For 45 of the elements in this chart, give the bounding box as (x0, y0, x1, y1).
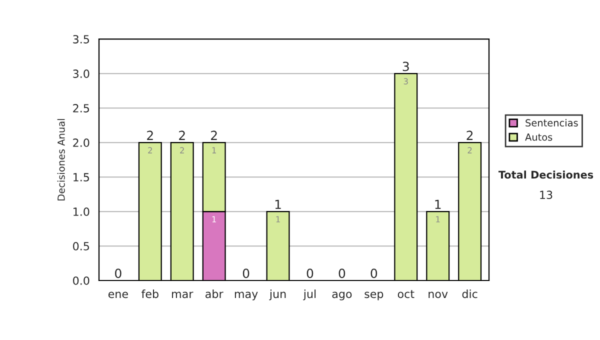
total-label: 2 (466, 130, 473, 140)
data-label: 1 (276, 216, 280, 222)
x-tick-label: jul (303, 290, 316, 300)
y-tick-label: 1.5 (74, 173, 89, 182)
total-label: 0 (370, 268, 378, 278)
data-label: 1 (436, 216, 440, 222)
y-tick-label: 0.5 (73, 242, 89, 250)
legend-label: Autos (525, 134, 552, 141)
x-tick-label: oct (398, 290, 414, 298)
x-tick-label: abr (206, 290, 224, 298)
text: Total Decisiones (498, 170, 594, 179)
x-tick-label: nov (428, 292, 448, 298)
total-label: 1 (275, 200, 281, 209)
x-tick-label: jun (269, 290, 286, 300)
y-axis-title: Decisiones Anual (57, 119, 65, 200)
x-tick-label: dic (462, 290, 478, 298)
x-tick-label: may (234, 292, 258, 300)
y-tick-label: 2.0 (73, 138, 90, 147)
total-label: 0 (338, 268, 346, 278)
y-tick-label: 3.0 (73, 70, 90, 78)
data-label: 3 (404, 78, 408, 84)
y-tick-label: 2.5 (73, 104, 89, 112)
x-tick-label: sep (364, 292, 384, 300)
total-label: 2 (147, 130, 153, 140)
legend-label: Sentencias (526, 118, 578, 127)
x-tick-label: mar (172, 292, 194, 298)
x-tick-label: feb (142, 290, 158, 298)
total-label: 0 (115, 268, 122, 278)
total-label: 0 (242, 268, 250, 278)
y-tick-label: 0.0 (73, 276, 90, 285)
data-label: 2 (148, 147, 152, 154)
y-tick-label: 3.5 (73, 35, 89, 44)
text: 13 (540, 190, 552, 200)
x-tick-label: ene (108, 292, 128, 298)
total-label: 3 (402, 62, 409, 72)
x-tick-label: ago (332, 292, 352, 300)
data-label: 2 (180, 147, 184, 154)
total-label: 0 (306, 268, 314, 278)
data-label: 2 (468, 147, 472, 154)
data-label: 1 (212, 147, 216, 154)
data-label: 1 (212, 216, 216, 222)
total-label: 2 (211, 130, 217, 140)
total-label: 2 (179, 130, 185, 140)
total-label: 1 (435, 200, 441, 209)
y-tick-label: 1.0 (74, 208, 90, 216)
